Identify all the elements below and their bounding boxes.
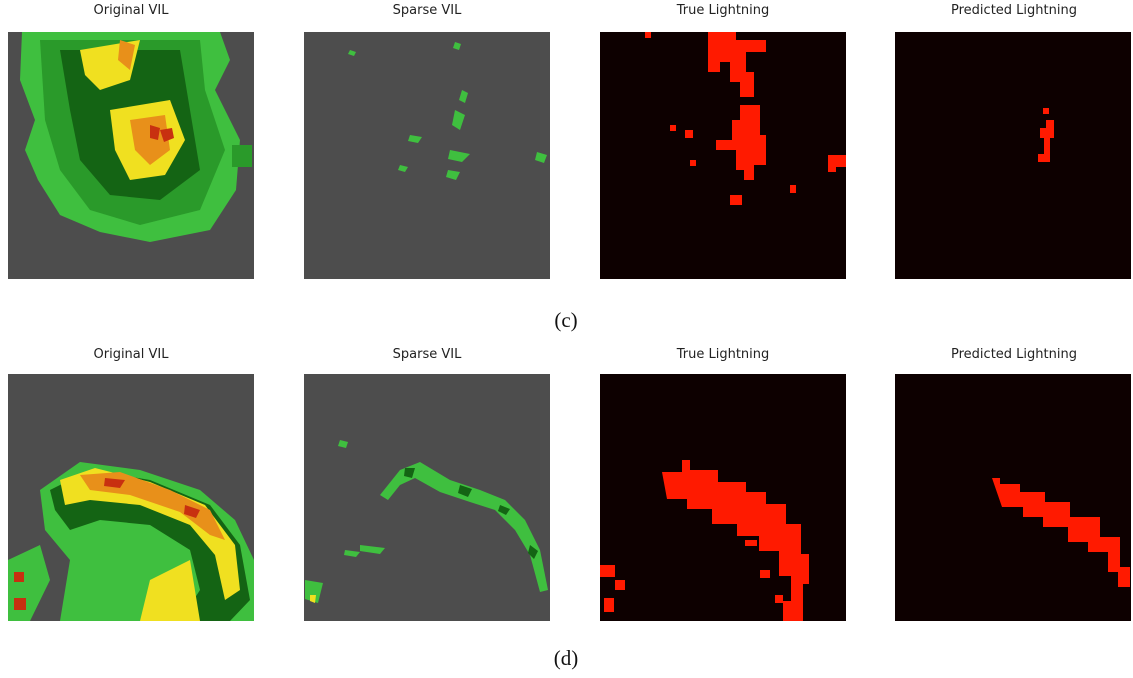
subfigure-caption: (d) (554, 646, 579, 670)
panel-title: Sparse VIL (393, 3, 462, 18)
figure: Original VIL Sparse VIL True Lightning P… (0, 0, 1133, 678)
panel-title: Original VIL (94, 3, 170, 18)
panel-title: Predicted Lightning (951, 3, 1077, 18)
panel-title: Sparse VIL (393, 347, 462, 362)
true-lightning-image (600, 374, 846, 621)
predicted-lightning-image (895, 374, 1131, 621)
true-lightning-image (600, 32, 846, 279)
panel-title: True Lightning (676, 3, 770, 18)
subfigure-caption: (c) (554, 308, 577, 332)
predicted-lightning-image (895, 32, 1131, 279)
original-vil-image (8, 32, 254, 279)
sparse-vil-image (304, 374, 550, 621)
panel-title: Predicted Lightning (951, 347, 1077, 362)
original-vil-image (8, 374, 254, 621)
sparse-vil-image (304, 32, 550, 279)
panel-title: True Lightning (676, 347, 770, 362)
panel-title: Original VIL (94, 347, 170, 362)
